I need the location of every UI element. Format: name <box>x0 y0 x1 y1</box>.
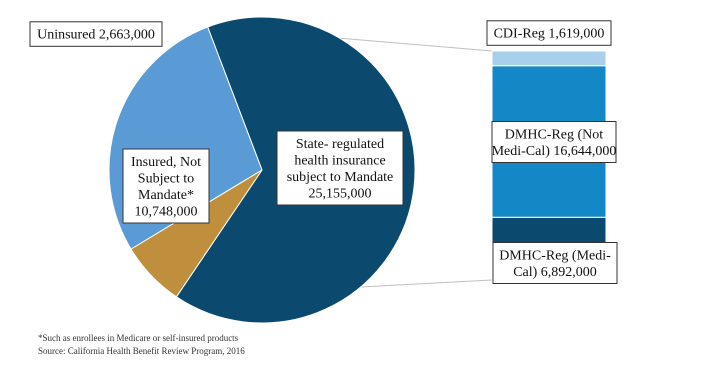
bar-label-0-line-0: DMHC-Reg (Medi- <box>499 248 611 263</box>
pie-label-0-line-2: subject to Mandate <box>287 170 394 185</box>
bar-label-2: CDI-Reg 1,619,000 <box>486 20 612 46</box>
pie-label-1-line-2: Mandate* <box>138 188 194 203</box>
source-text: Source: California Health Benefit Review… <box>38 346 245 356</box>
bar-label-2-box <box>486 20 612 46</box>
pie-label-1-line-3: 10,748,000 <box>135 204 198 219</box>
bar-label-1-line-1: Medi-Cal) 16,644,000 <box>492 144 617 159</box>
bar-label-0-box <box>492 242 618 284</box>
pie-label-0-line-3: 25,155,000 <box>309 186 372 201</box>
pie-label-2: Uninsured 2,663,000 <box>29 21 163 47</box>
pie-slice-2 <box>130 169 263 298</box>
pie-label-0-line-0: State- regulated <box>296 137 384 152</box>
pie-label-0-line-1: health insurance <box>294 153 385 168</box>
pie-label-1-line-0: Insured, Not <box>131 155 201 170</box>
bar-label-0-line-1: Cal) 6,892,000 <box>513 265 597 280</box>
pie-label-0-box <box>276 130 404 206</box>
bar-label-1-box <box>491 121 617 163</box>
bar-label-1-line-0: DMHC-Reg (Not <box>505 127 603 142</box>
pie-label-2-line-0: Uninsured 2,663,000 <box>37 28 155 43</box>
footnote-text: *Such as enrollees in Medicare or self-i… <box>38 333 239 343</box>
bar-label-2-line-0: CDI-Reg 1,619,000 <box>494 27 605 42</box>
bar-label-0: DMHC-Reg (Medi- Cal) 6,892,000 <box>492 242 618 284</box>
bar-segment-2 <box>491 50 607 67</box>
pie-label-1-box <box>122 148 210 224</box>
bar-label-1: DMHC-Reg (Not Medi-Cal) 16,644,000 <box>491 121 617 163</box>
pie-label-1-line-1: Subject to <box>138 171 194 186</box>
pie-label-2-box <box>29 21 163 47</box>
